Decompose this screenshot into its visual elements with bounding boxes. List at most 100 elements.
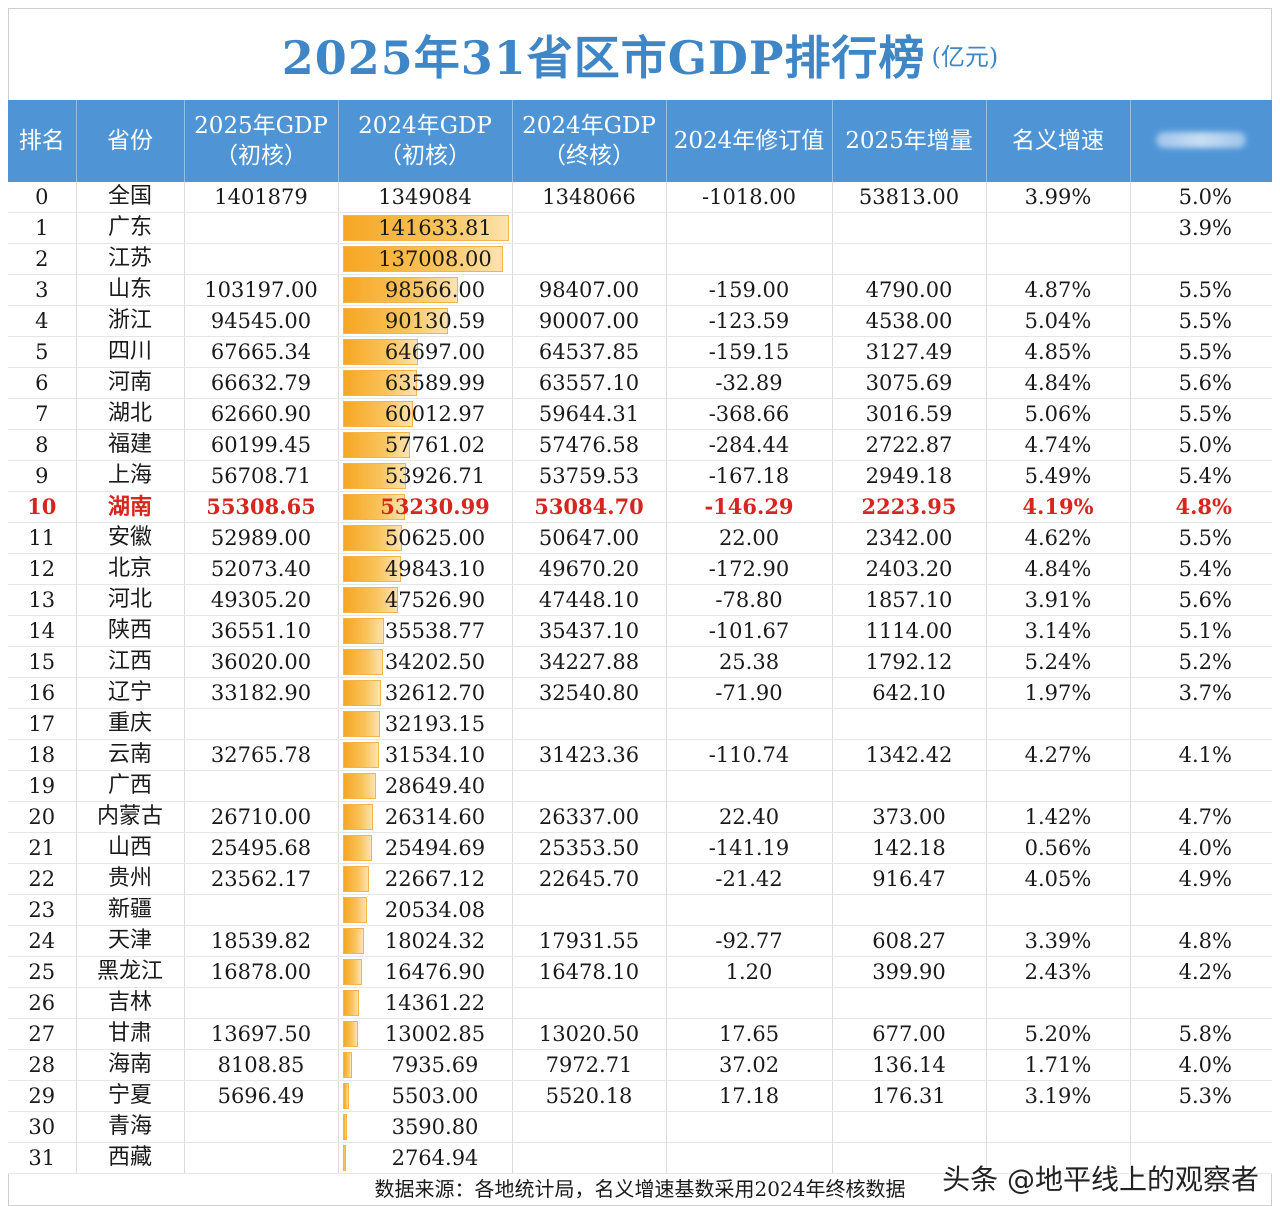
cell-real-growth: 5.5% (1130, 398, 1272, 430)
cell-increment: 3075.69 (832, 367, 987, 399)
cell-increment: 142.18 (832, 832, 987, 864)
gdp-bar-value: 63589.99 (384, 371, 486, 395)
table-row: 25 黑龙江 16878.00 16476.90 16478.10 1.20 399.90 2… (8, 956, 1272, 988)
gdp-bar (342, 773, 377, 799)
cell-nominal-growth (986, 243, 1131, 275)
cell-revision: -101.67 (666, 615, 833, 647)
header-row: 排名 省份 2025年GDP （初核） 2024年GDP （初核） 2024年G… (8, 100, 1272, 182)
cell-rank: 20 (8, 801, 77, 833)
cell-gdp-2024-final: 98407.00 (512, 274, 667, 306)
cell-gdp-2025 (184, 1142, 339, 1174)
cell-revision (666, 770, 833, 802)
watermark: 头条 @地平线上的观察者 (942, 1163, 1259, 1196)
cell-nominal-growth (986, 708, 1131, 740)
cell-gdp-2024-prelim: 31534.10 (338, 739, 513, 771)
table-row: 13 河北 49305.20 47526.90 47448.10 -78.80 1857.1… (8, 584, 1272, 616)
cell-nominal-growth (986, 987, 1131, 1019)
cell-nominal-growth (986, 894, 1131, 926)
cell-increment: 2223.95 (832, 491, 987, 523)
cell-increment: 53813.00 (832, 182, 987, 213)
cell-gdp-2025 (184, 708, 339, 740)
gdp-bar-value: 2764.94 (391, 1146, 479, 1170)
table-row: 15 江西 36020.00 34202.50 34227.88 25.38 1792.12… (8, 646, 1272, 678)
cell-gdp-2024-final (512, 708, 667, 740)
cell-gdp-2025 (184, 1111, 339, 1143)
cell-real-growth: 5.3% (1130, 1080, 1272, 1112)
table-row: 3 山东 103197.00 98566.00 98407.00 -159.00 4790.… (8, 274, 1272, 306)
cell-revision: -123.59 (666, 305, 833, 337)
cell-real-growth: 5.5% (1130, 305, 1272, 337)
cell-province: 北京 (76, 553, 185, 585)
cell-rank: 9 (8, 460, 77, 492)
cell-nominal-growth: 1.71% (986, 1049, 1131, 1081)
cell-increment: 3016.59 (832, 398, 987, 430)
cell-revision: -21.42 (666, 863, 833, 895)
cell-revision: 22.40 (666, 801, 833, 833)
cell-rank: 19 (8, 770, 77, 802)
table-row: 10 湖南 55308.65 53230.99 53084.70 -146.29 2223.… (8, 491, 1272, 523)
title-unit: (亿元) (931, 43, 999, 71)
cell-province: 湖南 (76, 491, 185, 523)
gdp-bar (342, 1083, 349, 1109)
title-bar: 2025年31省区市GDP排行榜 (亿元) (8, 8, 1272, 100)
cell-province: 福建 (76, 429, 185, 461)
gdp-bar (342, 928, 364, 954)
cell-nominal-growth: 3.39% (986, 925, 1131, 957)
cell-gdp-2025: 5696.49 (184, 1080, 339, 1112)
gdp-bar (342, 556, 401, 582)
cell-gdp-2024-prelim: 47526.90 (338, 584, 513, 616)
cell-gdp-2024-final: 59644.31 (512, 398, 667, 430)
cell-increment: 136.14 (832, 1049, 987, 1081)
cell-rank: 16 (8, 677, 77, 709)
gdp-bar-value: 57761.02 (384, 433, 486, 457)
cell-increment: 2342.00 (832, 522, 987, 554)
cell-nominal-growth: 3.19% (986, 1080, 1131, 1112)
cell-revision: -141.19 (666, 832, 833, 864)
table-row: 21 山西 25495.68 25494.69 25353.50 -141.19 142.1… (8, 832, 1272, 864)
cell-real-growth: 5.8% (1130, 1018, 1272, 1050)
cell-gdp-2024-final: 7972.71 (512, 1049, 667, 1081)
gdp-bar (342, 959, 362, 985)
cell-rank: 3 (8, 274, 77, 306)
cell-real-growth: 4.2% (1130, 956, 1272, 988)
gdp-bar-value: 28649.40 (384, 774, 486, 798)
cell-revision: 17.18 (666, 1080, 833, 1112)
cell-gdp-2024-prelim: 64697.00 (338, 336, 513, 368)
cell-revision (666, 243, 833, 275)
cell-revision (666, 1111, 833, 1143)
gdp-bar (342, 1021, 358, 1047)
cell-rank: 23 (8, 894, 77, 926)
cell-province: 广东 (76, 212, 185, 244)
gdp-bar-value: 7935.69 (391, 1053, 479, 1077)
cell-province: 河南 (76, 367, 185, 399)
cell-revision: 17.65 (666, 1018, 833, 1050)
cell-gdp-2024-final: 25353.50 (512, 832, 667, 864)
gdp-bar-value: 20534.08 (384, 898, 486, 922)
cell-gdp-2025: 56708.71 (184, 460, 339, 492)
cell-gdp-2024-final (512, 212, 667, 244)
cell-real-growth (1130, 1111, 1272, 1143)
cell-gdp-2024-prelim: 63589.99 (338, 367, 513, 399)
gdp-bar-value: 1349084 (378, 185, 472, 209)
cell-nominal-growth: 4.27% (986, 739, 1131, 771)
cell-increment (832, 212, 987, 244)
table-row: 26 吉林 14361.22 (8, 987, 1272, 1019)
gdp-bar-value: 13002.85 (384, 1022, 486, 1046)
cell-revision (666, 894, 833, 926)
cell-province: 山东 (76, 274, 185, 306)
cell-nominal-growth: 3.14% (986, 615, 1131, 647)
cell-rank: 5 (8, 336, 77, 368)
cell-gdp-2025: 66632.79 (184, 367, 339, 399)
cell-real-growth: 4.0% (1130, 832, 1272, 864)
cell-province: 上海 (76, 460, 185, 492)
gdp-bar-value: 34202.50 (384, 650, 486, 674)
cell-rank: 15 (8, 646, 77, 678)
gdp-bar (342, 835, 373, 861)
cell-increment: 642.10 (832, 677, 987, 709)
cell-nominal-growth: 3.99% (986, 182, 1131, 213)
cell-increment: 3127.49 (832, 336, 987, 368)
cell-gdp-2024-prelim: 28649.40 (338, 770, 513, 802)
gdp-bar-value: 60012.97 (384, 402, 486, 426)
cell-gdp-2024-final: 35437.10 (512, 615, 667, 647)
cell-rank: 8 (8, 429, 77, 461)
